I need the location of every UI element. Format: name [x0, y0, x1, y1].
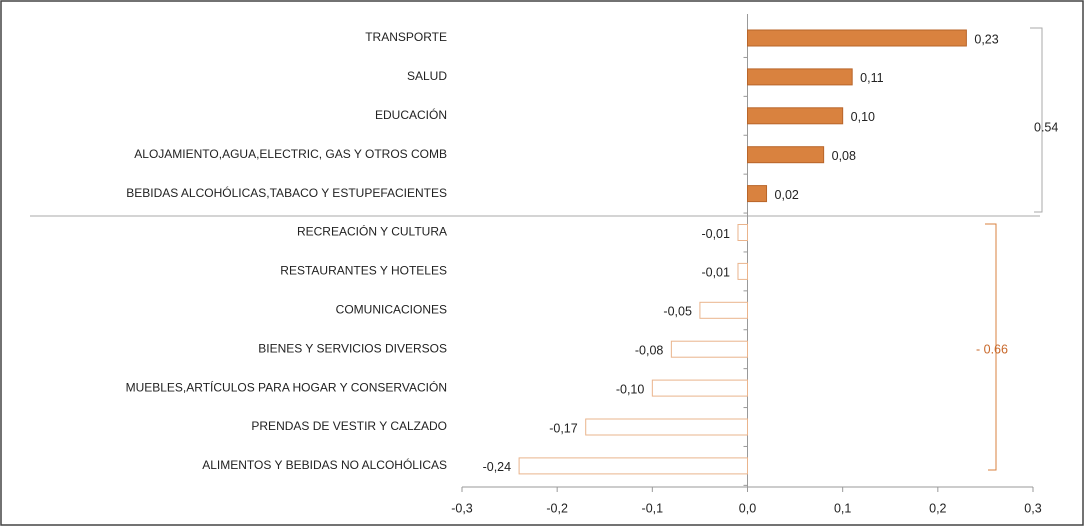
value-label: 0,08: [832, 149, 856, 163]
value-label: 0,23: [974, 32, 998, 46]
x-tick-label: 0,1: [834, 501, 851, 515]
annotation: - 0.66: [976, 342, 1008, 356]
bar: [747, 107, 844, 125]
category-label: RESTAURANTES Y HOTELES: [280, 264, 447, 278]
category-label: BIENES Y SERVICIOS DIVERSOS: [258, 341, 447, 355]
bar: [651, 379, 748, 397]
bar: [747, 68, 853, 86]
bar: [747, 185, 768, 203]
x-tick-label: -0,3: [451, 501, 473, 515]
value-label: -0,24: [483, 460, 512, 474]
x-tick-label: 0,0: [739, 501, 756, 515]
value-label: 0,11: [860, 71, 883, 85]
category-label: TRANSPORTE: [365, 30, 447, 44]
category-label: BEBIDAS ALCOHÓLICAS,TABACO Y ESTUPEFACIE…: [126, 185, 447, 200]
x-tick-label: -0,2: [546, 501, 568, 515]
category-label: EDUCACIÓN: [375, 107, 447, 122]
bar: [737, 224, 749, 241]
bar: [747, 146, 825, 164]
category-label: RECREACIÓN Y CULTURA: [297, 224, 447, 239]
category-label: PRENDAS DE VESTIR Y CALZADO: [251, 419, 447, 433]
bar: [747, 29, 967, 47]
value-label: -0,08: [635, 343, 664, 357]
category-label: MUEBLES,ARTÍCULOS PARA HOGAR Y CONSERVAC…: [126, 379, 447, 394]
bar: [737, 262, 749, 280]
value-label: -0,01: [701, 266, 730, 280]
x-tick-label: 0,3: [1024, 501, 1041, 515]
value-label: -0,05: [663, 305, 692, 319]
bar: [518, 457, 748, 475]
category-label: SALUD: [407, 69, 447, 83]
category-label: COMUNICACIONES: [336, 302, 447, 316]
bar: [670, 340, 748, 358]
x-tick-label: 0,2: [929, 501, 946, 515]
value-label: -0,17: [549, 421, 578, 435]
value-label: 0,02: [775, 188, 799, 202]
value-label: -0,10: [616, 382, 645, 396]
value-label: -0,01: [701, 227, 730, 241]
value-label: 0,10: [851, 110, 875, 124]
category-label: ALIMENTOS Y BEBIDAS NO ALCOHÓLICAS: [202, 457, 447, 472]
bar: [699, 301, 749, 319]
bracket-negative: [985, 223, 997, 471]
bracket-positive: [1030, 27, 1043, 213]
annotation: 0.54: [1034, 120, 1058, 134]
x-tick-label: -0,1: [642, 501, 664, 515]
category-label: ALOJAMIENTO,AGUA,ELECTRIC, GAS Y OTROS C…: [134, 147, 447, 161]
bar: [585, 418, 749, 436]
